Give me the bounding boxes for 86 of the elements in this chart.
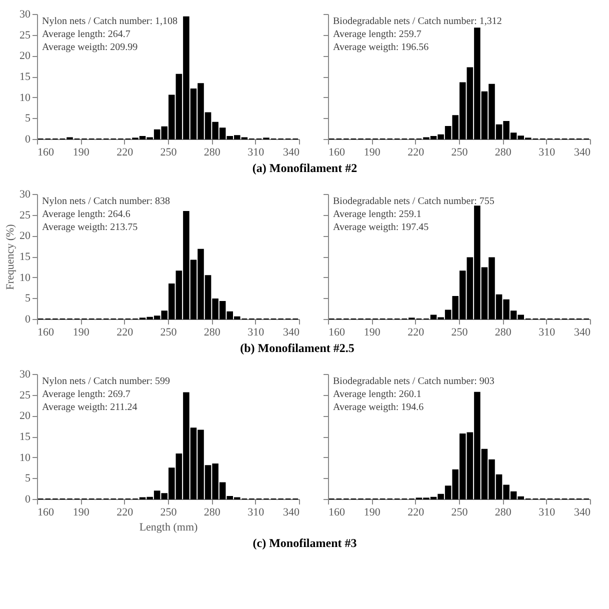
text: (a) Monofilament #2 — [252, 161, 358, 175]
y-tick-label: 30 — [20, 368, 31, 380]
y-tick-label: 25 — [20, 29, 31, 42]
x-tick-label: 250 — [451, 146, 468, 158]
text: (c) Monofilament #3 — [252, 536, 357, 550]
y-tick-label: 10 — [20, 272, 31, 284]
x-tick-label: 160 — [328, 506, 346, 518]
y-tick-label: 30 — [20, 8, 31, 20]
annotation: Average weigth: 197.45 — [333, 222, 429, 233]
x-tick-label: 250 — [160, 326, 178, 338]
x-tick-label: 280 — [204, 506, 221, 518]
y-tick-label: 30 — [20, 188, 31, 200]
annotation: Average length: 269.7 — [42, 389, 130, 400]
x-tick-label: 220 — [116, 326, 134, 338]
y-axis-title: Frequency (%) — [4, 224, 16, 290]
y-tick-label: 10 — [20, 452, 31, 464]
x-tick-label: 250 — [451, 506, 468, 518]
x-tick-label: 340 — [574, 146, 591, 158]
x-tick-label: 340 — [574, 326, 591, 338]
y-tick-label: 0 — [25, 134, 31, 146]
x-tick-label: 310 — [538, 326, 556, 338]
x-tick-label: 190 — [364, 146, 381, 158]
annotation: Nylon nets / Catch number: 838 — [42, 196, 170, 207]
y-tick-label: 10 — [20, 92, 31, 104]
x-tick-label: 250 — [451, 326, 468, 338]
x-tick-label: 160 — [328, 326, 346, 338]
x-axis-title: Length (mm) — [139, 522, 198, 534]
y-tick-label: 5 — [25, 472, 31, 485]
x-tick-label: 310 — [248, 146, 265, 158]
x-tick-label: 310 — [538, 146, 556, 158]
annotation: Average length: 264.6 — [42, 209, 130, 220]
annotation: Average weigth: 211.24 — [42, 402, 138, 413]
annotation: Average length: 260.1 — [333, 389, 422, 400]
annotation: Average weigth: 196.56 — [333, 42, 429, 53]
x-tick-label: 190 — [364, 506, 381, 518]
x-tick-label: 160 — [38, 146, 54, 158]
x-tick-label: 280 — [494, 146, 512, 158]
x-tick-label: 220 — [408, 506, 425, 518]
text: (b) Monofilament #2.5 — [240, 341, 354, 355]
x-tick-label: 340 — [283, 146, 300, 158]
annotation: Biodegradable nets / Catch number: 903 — [333, 376, 494, 387]
y-tick-label: 0 — [25, 314, 31, 326]
x-tick-label: 220 — [408, 146, 425, 158]
annotation: Biodegradable nets / Catch number: 1,312 — [333, 16, 502, 27]
x-tick-label: 340 — [283, 326, 300, 338]
x-tick-label: 220 — [408, 326, 425, 338]
y-tick-label: 15 — [20, 71, 31, 83]
y-tick-label: 25 — [20, 209, 31, 222]
annotation: Nylon nets / Catch number: 599 — [42, 376, 170, 387]
x-tick-label: 310 — [248, 506, 265, 518]
x-tick-label: 250 — [160, 146, 178, 158]
y-tick-label: 15 — [20, 251, 31, 263]
x-tick-label: 280 — [494, 506, 512, 518]
x-tick-label: 190 — [72, 506, 90, 518]
y-tick-label: 5 — [25, 292, 31, 305]
x-tick-label: 220 — [116, 146, 134, 158]
x-tick-label: 250 — [160, 506, 178, 518]
x-tick-label: 160 — [38, 326, 54, 338]
x-tick-label: 310 — [538, 506, 556, 518]
x-tick-label: 340 — [283, 506, 300, 518]
y-tick-label: 15 — [20, 431, 31, 443]
annotation: Average weigth: 194.6 — [333, 402, 424, 413]
y-tick-label: 20 — [20, 410, 31, 422]
x-tick-label: 310 — [248, 326, 265, 338]
y-tick-label: 20 — [20, 230, 31, 242]
y-tick-label: 5 — [25, 112, 31, 125]
x-tick-label: 280 — [204, 326, 221, 338]
x-tick-label: 160 — [328, 146, 346, 158]
x-tick-label: 160 — [38, 506, 54, 518]
x-tick-label: 190 — [72, 146, 90, 158]
x-tick-label: 340 — [574, 506, 591, 518]
annotation: Average weigth: 209.99 — [42, 42, 138, 53]
annotation: Average length: 259.7 — [333, 29, 422, 40]
y-tick-label: 20 — [20, 50, 31, 62]
x-tick-label: 280 — [204, 146, 221, 158]
annotation: Biodegradable nets / Catch number: 755 — [333, 196, 494, 207]
y-tick-label: 25 — [20, 389, 31, 402]
x-tick-label: 190 — [364, 326, 381, 338]
x-tick-label: 220 — [116, 506, 134, 518]
annotation: Average weigth: 213.75 — [42, 222, 138, 233]
x-tick-label: 190 — [72, 326, 90, 338]
annotation: Average length: 259.1 — [333, 209, 422, 220]
annotation: Nylon nets / Catch number: 1,108 — [42, 16, 178, 27]
y-tick-label: 0 — [25, 494, 31, 506]
annotation: Average length: 264.7 — [42, 29, 130, 40]
x-tick-label: 280 — [494, 326, 512, 338]
